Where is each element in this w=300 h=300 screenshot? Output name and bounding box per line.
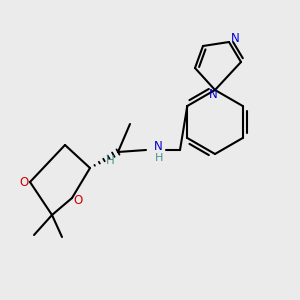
Text: H: H	[155, 153, 163, 163]
Text: N: N	[208, 88, 217, 100]
Text: N: N	[231, 32, 239, 46]
Text: O: O	[20, 176, 28, 188]
Text: N: N	[154, 140, 162, 154]
Text: O: O	[74, 194, 82, 208]
Text: H: H	[106, 154, 114, 166]
